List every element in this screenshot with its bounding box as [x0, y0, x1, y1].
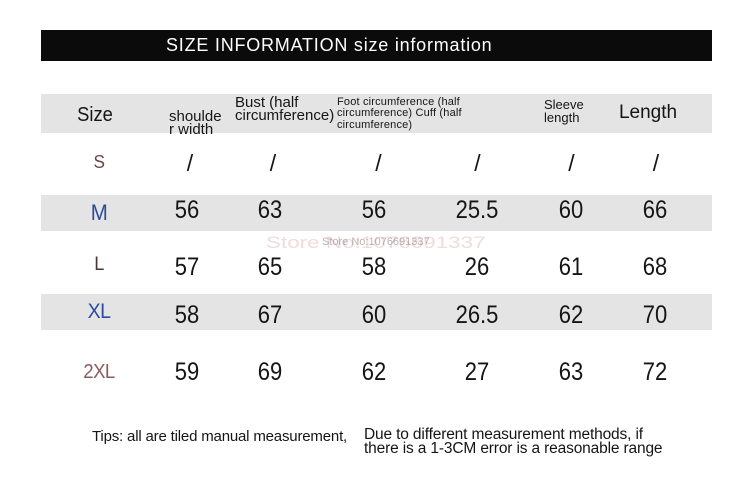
- value-cell: 59: [174, 357, 200, 386]
- footnote-left: Tips: all are tiled manual measurement,: [92, 427, 348, 445]
- value-cell: 60: [361, 301, 387, 329]
- value-cell: 58: [361, 253, 387, 281]
- row-band-xl: [41, 294, 712, 330]
- column-header-size: Size: [77, 104, 113, 126]
- value-cell: 66: [642, 196, 668, 225]
- value-cell: /: [186, 150, 194, 176]
- value-cell: 65: [257, 253, 283, 281]
- size-cell: S: [93, 151, 105, 173]
- column-header-shoulder-width: shoulde r width: [169, 107, 222, 138]
- row-band-m: [41, 195, 712, 231]
- value-cell: 56: [174, 196, 200, 225]
- store-watermark-small: Store No:1076691337: [322, 236, 430, 248]
- value-cell: 61: [558, 253, 584, 281]
- column-header-sleeve-length: Sleeve length: [544, 97, 584, 125]
- footnote-right: Due to different measurement methods, if…: [364, 425, 663, 457]
- value-cell: 25.5: [455, 196, 499, 225]
- value-cell: 62: [558, 301, 584, 329]
- page-title: SIZE INFORMATION size information: [166, 35, 493, 55]
- value-cell: /: [269, 150, 277, 176]
- size-cell: 2XL: [83, 360, 115, 383]
- value-cell: 27: [464, 357, 490, 386]
- value-cell: 26.5: [455, 301, 499, 329]
- value-cell: /: [652, 150, 660, 176]
- size-cell: L: [94, 253, 104, 276]
- value-cell: 72: [642, 357, 668, 386]
- store-watermark-large: Store No:1076691337: [266, 234, 486, 252]
- column-header-foot-cuff: Foot circumference (half circumference) …: [337, 96, 462, 131]
- value-cell: /: [375, 150, 382, 176]
- value-cell: 62: [361, 357, 387, 386]
- size-cell: M: [90, 199, 108, 225]
- table-header-band: [41, 94, 712, 133]
- value-cell: 57: [174, 253, 200, 281]
- value-cell: 26: [464, 253, 490, 281]
- value-cell: 68: [642, 253, 668, 281]
- column-header-length: Length: [618, 102, 678, 123]
- value-cell: 70: [642, 301, 668, 329]
- value-cell: 56: [361, 196, 387, 225]
- value-cell: /: [568, 150, 575, 176]
- value-cell: 60: [558, 196, 584, 225]
- value-cell: 58: [174, 301, 200, 329]
- value-cell: 63: [558, 357, 584, 386]
- value-cell: /: [474, 150, 481, 176]
- column-header-bust: Bust (half circumference): [235, 94, 335, 124]
- value-cell: 63: [257, 196, 283, 225]
- value-cell: 69: [257, 357, 283, 386]
- size-cell: XL: [87, 299, 111, 323]
- value-cell: 67: [257, 301, 283, 329]
- title-bar: SIZE INFORMATION size information: [41, 30, 712, 61]
